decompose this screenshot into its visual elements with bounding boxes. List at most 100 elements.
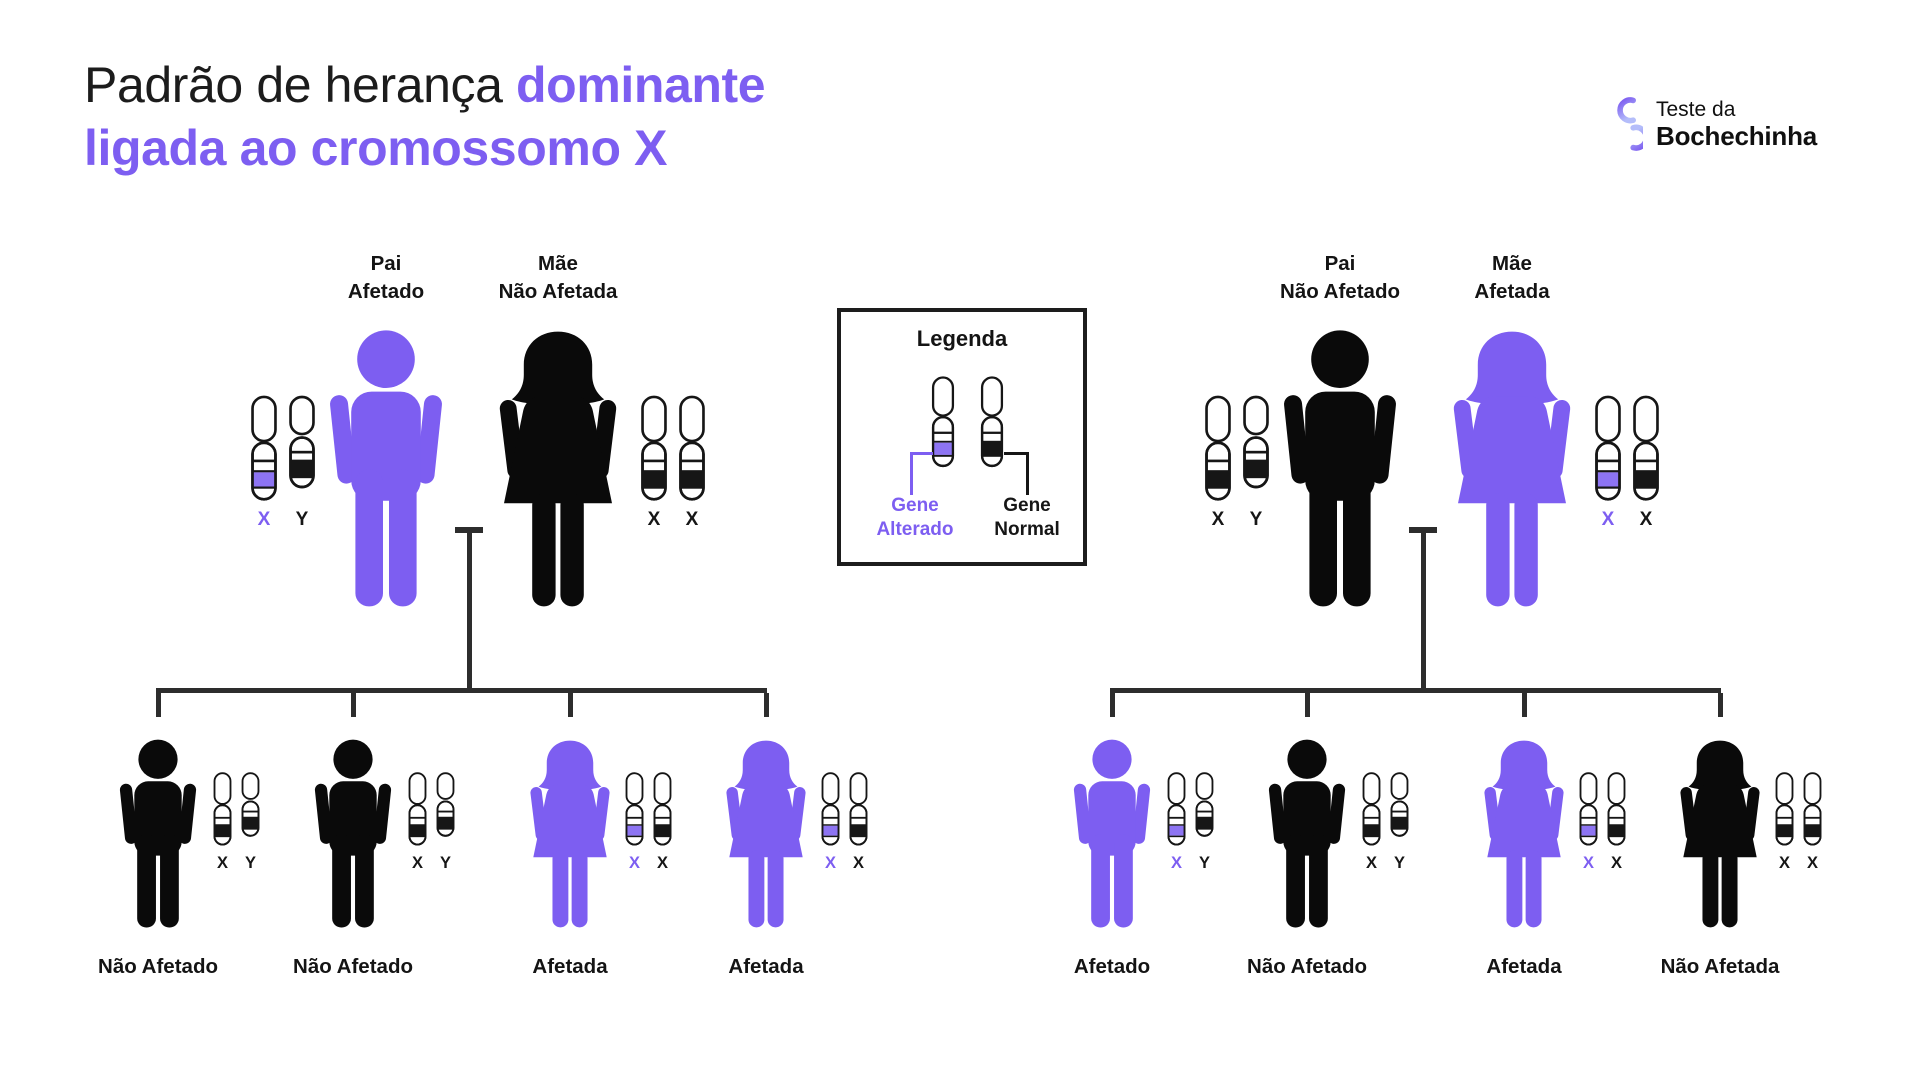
chromosome-x-icon (849, 772, 868, 846)
brand-logo: Teste da Bochechinha (1616, 92, 1817, 156)
couple-line-cap (1409, 527, 1437, 533)
male-figure-icon (1258, 738, 1356, 934)
parent-label: Mãe Não Afetada (498, 252, 618, 304)
gene-altered-label: Gene Alterado (876, 495, 954, 541)
female-figure-icon (1434, 328, 1590, 616)
chromosome-letter: X (1601, 509, 1615, 530)
chromosome-x-icon (653, 772, 672, 846)
chromosome-letter: X (852, 854, 864, 872)
logo-text: Teste da Bochechinha (1656, 92, 1817, 152)
chromosome-x-icon (679, 395, 705, 501)
chromosome-letter: Y (1249, 509, 1263, 530)
page-title: Padrão de herança dominante ligada ao cro… (84, 54, 766, 180)
chromosome-y-icon (1195, 772, 1214, 837)
male-figure-icon (109, 738, 207, 934)
child-drop-line (567, 693, 573, 717)
sibling-line (1109, 688, 1721, 693)
chromosome-y-icon (289, 395, 315, 489)
gene-normal-label: Gene Normal (994, 495, 1060, 541)
child-drop-line (1109, 693, 1115, 717)
chromosome-x-icon (1595, 395, 1621, 501)
chromosome-letter: X (1806, 854, 1818, 872)
chromosome-x-icon (1775, 772, 1794, 846)
title-prefix: Padrão de herança (84, 57, 503, 113)
male-figure-icon (304, 738, 402, 934)
chromosome-letter: X (1778, 854, 1790, 872)
legend-box: Legenda Gene Alterado Gene Normal (837, 308, 1087, 566)
child-drop-line (1717, 693, 1723, 717)
child-drop-line (1521, 693, 1527, 717)
chromosome-y-icon (1390, 772, 1409, 837)
chromosome-x-icon (625, 772, 644, 846)
female-figure-icon (1471, 738, 1577, 934)
legend-title: Legenda (916, 326, 1008, 351)
child-label: Afetada (728, 955, 804, 978)
chromosome-letter: X (1610, 854, 1622, 872)
child-drop-line (763, 693, 769, 717)
chromosome-y-icon (1243, 395, 1269, 489)
child-drop-line (155, 693, 161, 717)
female-figure-icon (1667, 738, 1773, 934)
logo-line1: Teste da (1656, 98, 1736, 121)
chromosome-x-icon (1205, 395, 1231, 501)
family-right: Pai Não Afetado X Y Mãe Afetada (1052, 250, 1822, 995)
chromosome-letter: X (411, 854, 423, 872)
title-line2: ligada ao cromossomo X (84, 120, 668, 176)
legend-chromosome-normal (979, 376, 1005, 474)
chromosome-letter: X (1582, 854, 1594, 872)
chromosome-letter: Y (439, 854, 451, 872)
parent-label: Mãe Afetada (1474, 252, 1550, 304)
male-figure-icon (314, 328, 458, 616)
chromosome-x-icon (408, 772, 427, 846)
child-drop-line (1304, 693, 1310, 717)
dna-logo-icon (1617, 97, 1643, 151)
parent-label: Pai Afetado (347, 252, 425, 304)
child-label: Não Afetado (98, 955, 218, 978)
chromosome-x-icon (1362, 772, 1381, 846)
family-left: Pai Afetado X Y Mãe Não Afetada (98, 250, 868, 995)
chromosome-letter: X (656, 854, 668, 872)
couple-line-cap (455, 527, 483, 533)
chromosome-letter: Y (295, 509, 309, 530)
chromosome-x-icon (641, 395, 667, 501)
chromosome-letter: X (1170, 854, 1182, 872)
male-figure-icon (1063, 738, 1161, 934)
female-figure-icon (480, 328, 636, 616)
parent-label: Pai Não Afetado (1280, 252, 1400, 304)
child-label: Afetada (532, 955, 608, 978)
legend-chromosome-affected (930, 376, 956, 474)
chromosome-letter: X (824, 854, 836, 872)
chromosome-x-icon (1803, 772, 1822, 846)
child-drop-line (350, 693, 356, 717)
chromosome-x-icon (213, 772, 232, 846)
chromosome-letter: Y (1198, 854, 1210, 872)
chromosome-letter: X (685, 509, 699, 530)
chromosome-letter: X (216, 854, 228, 872)
gene-altered-pointer-line (910, 452, 933, 495)
chromosome-x-icon (1607, 772, 1626, 846)
child-label: Afetado (1073, 955, 1151, 978)
chromosome-y-icon (241, 772, 260, 837)
child-label: Não Afetada (1660, 955, 1780, 978)
chromosome-letter: Y (1393, 854, 1405, 872)
logo-line2: Bochechinha (1656, 121, 1818, 152)
female-figure-icon (517, 738, 623, 934)
chromosome-letter: X (628, 854, 640, 872)
chromosome-x-icon (980, 376, 1004, 468)
chromosome-letter: X (257, 509, 271, 530)
child-label: Não Afetado (293, 955, 413, 978)
title-highlight: dominante (516, 57, 766, 113)
male-figure-icon (1268, 328, 1412, 616)
chromosome-letter: X (647, 509, 661, 530)
